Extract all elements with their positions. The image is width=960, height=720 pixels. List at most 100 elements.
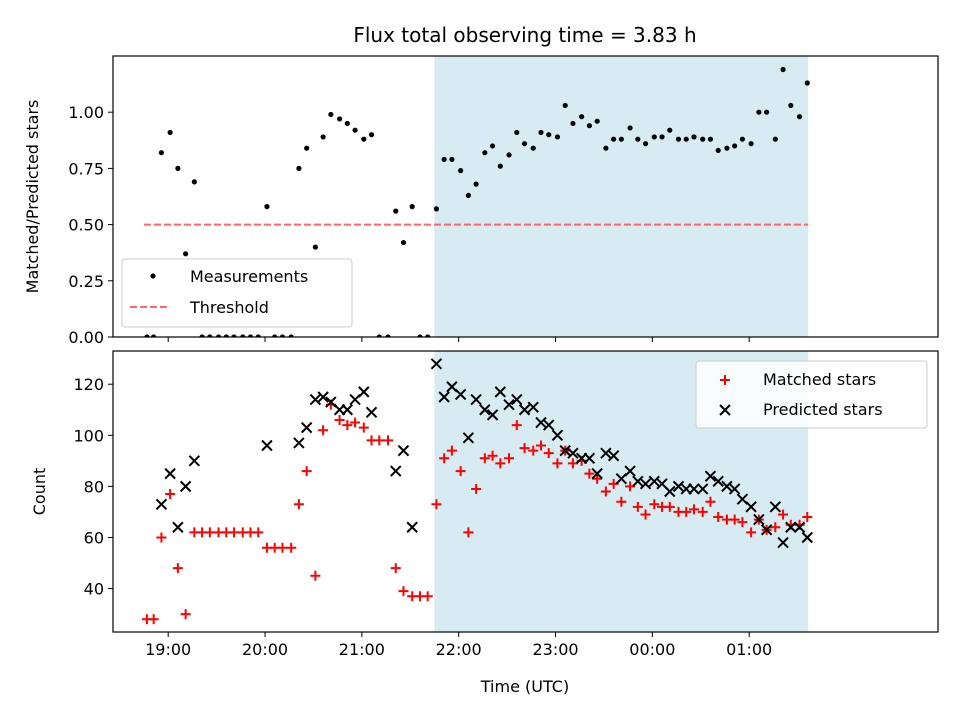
measurements-point bbox=[425, 334, 431, 337]
matched-stars-point bbox=[439, 453, 450, 464]
matched-stars-point bbox=[374, 435, 385, 446]
measurements-point bbox=[691, 134, 697, 140]
ratio-y-tick-label: 0.75 bbox=[68, 159, 104, 178]
measurements-point bbox=[659, 134, 665, 140]
measurements-point bbox=[255, 334, 261, 337]
measurements-point bbox=[279, 334, 286, 337]
ratio-shaded-span bbox=[434, 56, 809, 337]
matched-stars-point bbox=[422, 591, 433, 602]
matched-stars-point bbox=[471, 483, 482, 494]
matched-stars-point bbox=[567, 458, 578, 469]
matched-stars-point bbox=[729, 514, 740, 525]
predicted-stars-point bbox=[188, 455, 201, 467]
matched-stars-point bbox=[802, 512, 813, 523]
measurements-point bbox=[393, 208, 399, 214]
measurements-point bbox=[586, 123, 593, 129]
matched-stars-point bbox=[697, 506, 708, 517]
measurements-point bbox=[579, 114, 585, 120]
matched-stars-point bbox=[446, 445, 457, 456]
measurements-point bbox=[667, 127, 673, 133]
count-y-tick-label: 60 bbox=[84, 528, 104, 547]
measurements-point bbox=[554, 134, 561, 140]
legend-matched-marker bbox=[720, 375, 730, 385]
matched-stars-point bbox=[616, 496, 627, 507]
measurements-point bbox=[417, 334, 423, 337]
measurements-point bbox=[642, 141, 649, 147]
measurements-point bbox=[788, 102, 794, 109]
legend-measurements-marker bbox=[150, 273, 156, 279]
predicted-stars-point bbox=[430, 358, 443, 370]
measurements-point bbox=[167, 129, 173, 136]
matched-stars-point bbox=[487, 450, 498, 461]
predicted-stars-point bbox=[511, 393, 523, 406]
matched-stars-point bbox=[301, 466, 312, 477]
measurements-point bbox=[409, 204, 415, 210]
measurements-point bbox=[715, 147, 721, 154]
matched-stars-point bbox=[592, 473, 603, 484]
x-tick-label: 20:00 bbox=[242, 640, 288, 659]
predicted-stars-point bbox=[535, 416, 547, 429]
count-y-tick-label: 100 bbox=[73, 426, 104, 445]
predicted-stars-point bbox=[639, 478, 652, 490]
ratio-y-axis-label: Matched/Predicted stars bbox=[23, 100, 42, 294]
measurements-point bbox=[288, 334, 294, 337]
measurements-point bbox=[296, 165, 302, 171]
measurements-point bbox=[732, 143, 738, 149]
predicted-stars-point bbox=[494, 386, 507, 398]
matched-stars-point bbox=[431, 499, 442, 510]
count-y-tick-label: 120 bbox=[73, 375, 104, 394]
measurements-point bbox=[756, 109, 762, 115]
measurements-point bbox=[458, 168, 464, 174]
matched-stars-point bbox=[770, 522, 781, 533]
matched-stars-point bbox=[737, 517, 748, 528]
predicted-stars-point bbox=[479, 404, 491, 416]
measurements-point bbox=[449, 156, 455, 163]
ratio-axes-frame bbox=[112, 55, 939, 338]
predicted-stars-point bbox=[753, 513, 765, 526]
matched-stars-point bbox=[334, 414, 345, 425]
predicted-stars-point bbox=[365, 406, 378, 419]
predicted-stars-point bbox=[591, 467, 603, 480]
predicted-stars-point bbox=[309, 393, 322, 406]
measurements-point bbox=[804, 80, 810, 86]
matched-stars-point bbox=[778, 509, 789, 520]
matched-stars-point bbox=[632, 501, 643, 512]
predicted-stars-point bbox=[583, 452, 596, 464]
predicted-stars-point bbox=[624, 465, 636, 477]
measurements-point bbox=[570, 120, 576, 127]
predicted-stars-point bbox=[607, 450, 620, 462]
measurements-point bbox=[618, 136, 624, 142]
count-y-tick-label: 40 bbox=[84, 580, 104, 599]
predicted-stars-point bbox=[801, 531, 813, 544]
matched-stars-point bbox=[528, 445, 539, 456]
matched-stars-point bbox=[688, 504, 699, 515]
x-tick-label: 19:00 bbox=[145, 640, 191, 659]
measurements-point bbox=[240, 334, 246, 337]
predicted-stars-point bbox=[390, 465, 402, 477]
predicted-stars-point bbox=[317, 391, 329, 403]
matched-stars-point bbox=[535, 440, 546, 451]
measurements-point bbox=[562, 102, 568, 109]
measurements-point bbox=[465, 192, 471, 198]
measurements-point bbox=[272, 334, 278, 337]
measurements-point bbox=[175, 165, 181, 171]
legend-matched-label: Matched stars bbox=[763, 370, 876, 389]
figure-title: Flux total observing time = 3.83 h bbox=[353, 23, 696, 47]
measurements-point bbox=[700, 136, 706, 142]
measurements-point bbox=[538, 129, 544, 136]
predicted-stars-point bbox=[793, 521, 806, 533]
predicted-stars-point bbox=[406, 521, 418, 533]
predicted-stars-point bbox=[648, 475, 660, 487]
measurements-point bbox=[796, 114, 803, 120]
predicted-stars-point bbox=[341, 404, 354, 416]
measurements-point bbox=[158, 150, 165, 156]
measurements-point bbox=[215, 334, 222, 337]
matched-stars-point bbox=[455, 466, 466, 477]
predicted-stars-point bbox=[688, 483, 700, 495]
measurements-point bbox=[603, 145, 609, 151]
predicted-stars-point bbox=[172, 521, 184, 533]
measurements-point bbox=[320, 134, 326, 140]
predicted-stars-point bbox=[745, 501, 757, 513]
legend-measurements-label: Measurements bbox=[190, 267, 308, 286]
legend-threshold-label: Threshold bbox=[189, 298, 269, 317]
